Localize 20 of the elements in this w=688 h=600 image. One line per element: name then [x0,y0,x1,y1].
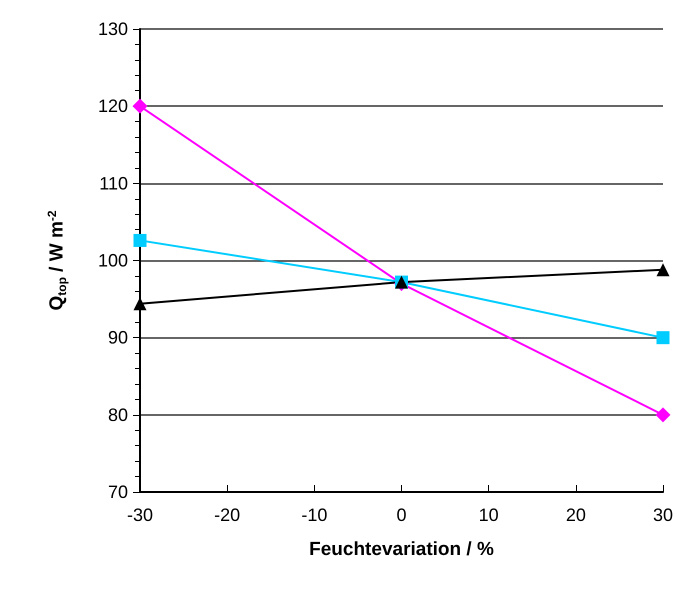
x-axis-title: Feuchtevariation / % [309,539,494,560]
point [132,98,148,114]
point [134,234,146,247]
x-tick-label: -20 [214,505,240,525]
x-tick-label: -10 [301,505,328,525]
x-tick-label: 0 [396,505,407,525]
y-axis-title: Qtop / W m-2 [45,210,69,311]
point [656,331,670,344]
y-tick-label: 90 [108,328,128,348]
y-tick-label: 80 [108,404,128,425]
y-tick-label: 70 [108,482,128,502]
x-tick-label: 10 [478,505,499,525]
y-tick-label: 130 [98,19,128,39]
y-tick-label: 110 [99,173,128,194]
y-tick-label: 100 [98,250,128,270]
x-tick-label: -30 [126,505,154,525]
point [656,407,670,422]
y-tick-label: 120 [98,96,128,116]
x-tick-label: 20 [566,505,586,525]
x-tick-label: 30 [652,505,674,525]
